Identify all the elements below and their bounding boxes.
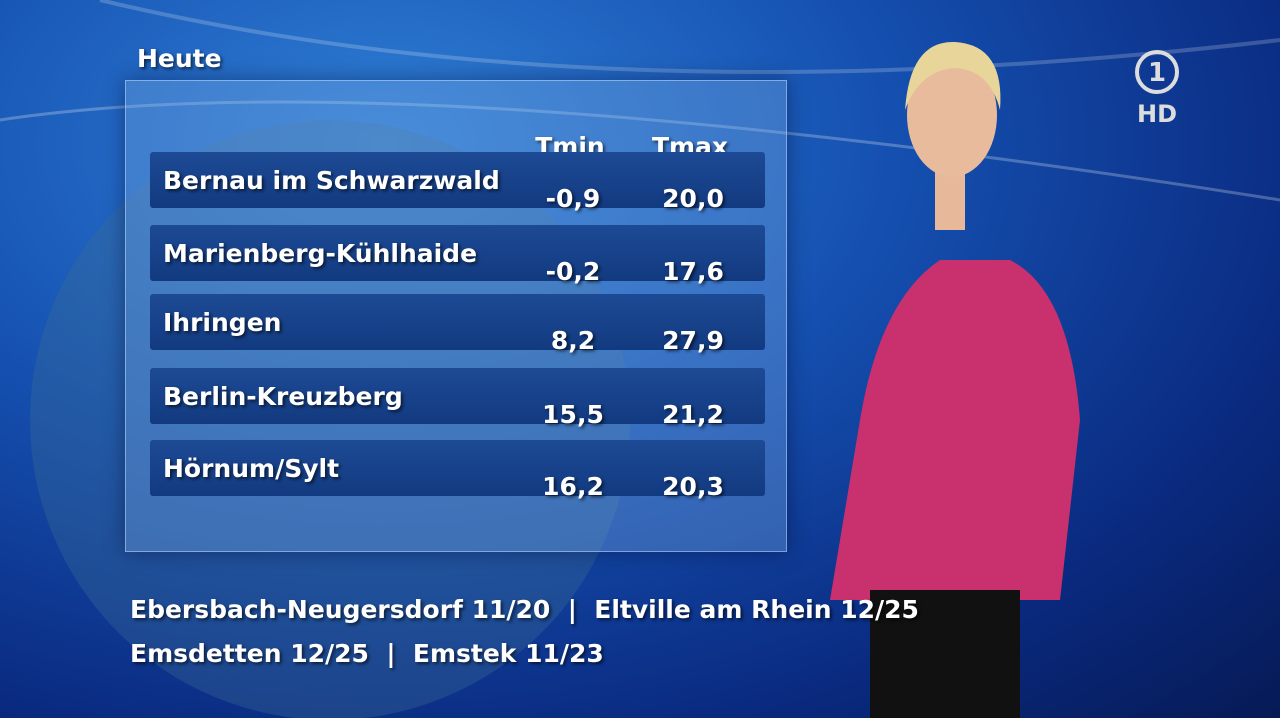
presenter-jacket	[830, 260, 1080, 600]
temperature: -0,9	[545, 184, 601, 213]
temperature: 21,2	[662, 400, 724, 429]
city-name: Hörnum/Sylt	[163, 454, 340, 483]
presenter-legs	[870, 590, 1020, 718]
ticker-line: Ebersbach-Neugersdorf 11/20 | Eltville a…	[130, 595, 919, 624]
city-name: Berlin-Kreuzberg	[163, 382, 403, 411]
logo-ring	[1135, 50, 1179, 94]
temperature: 15,5	[542, 400, 604, 429]
swoosh	[0, 100, 1280, 202]
temperature: 20,0	[662, 184, 724, 213]
temperature: 8,2	[550, 326, 596, 355]
logo-number: 1	[1148, 58, 1166, 88]
table-row	[150, 225, 765, 281]
table-row	[150, 294, 765, 350]
title: Heute	[137, 44, 222, 73]
logo-label: HD	[1137, 100, 1177, 128]
presenter-face	[907, 53, 997, 177]
city-name: Ihringen	[163, 308, 282, 337]
temperature: 27,9	[662, 326, 724, 355]
city-name: Marienberg-Kühlhaide	[163, 239, 478, 268]
table-row	[150, 368, 765, 424]
temperature: 17,6	[662, 257, 724, 286]
temperature: -0,2	[545, 257, 601, 286]
presenter-hair	[905, 41, 1001, 110]
table-row	[150, 152, 765, 208]
ticker-line: Emsdetten 12/25 | Emstek 11/23	[130, 639, 604, 668]
temperature: 16,2	[542, 472, 604, 501]
temperature: 20,3	[662, 472, 724, 501]
swoosh	[99, 0, 1280, 74]
city-name: Bernau im Schwarzwald	[163, 166, 500, 195]
logo: 1 HD	[1135, 50, 1179, 128]
presenter-neck	[935, 170, 965, 230]
table-row	[150, 440, 765, 496]
